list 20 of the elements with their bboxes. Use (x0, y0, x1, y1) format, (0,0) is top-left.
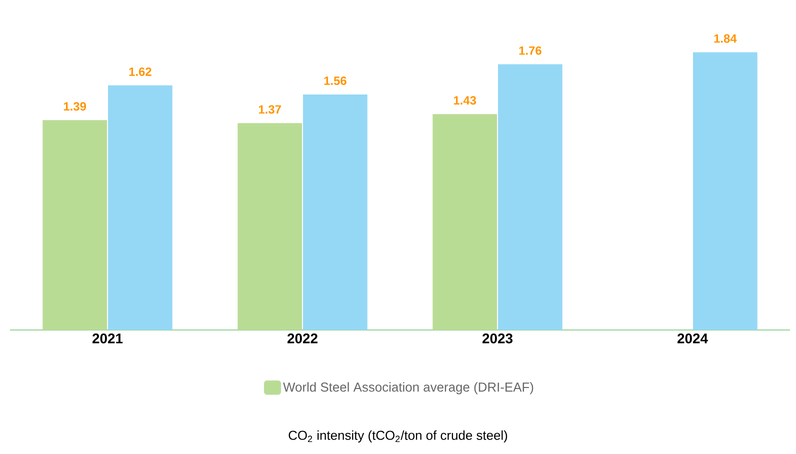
bar (432, 114, 498, 330)
x-tick-label: 2022 (287, 334, 318, 344)
x-tick-label: 2021 (92, 334, 123, 344)
x-tick-label: 2024 (677, 334, 708, 344)
data-label: 1.76 (519, 46, 542, 55)
data-label: 1.43 (454, 96, 476, 105)
x-tick-label: 2023 (482, 334, 513, 344)
data-label: 1.37 (258, 105, 281, 114)
data-label: 1.62 (129, 67, 152, 76)
bar (238, 123, 302, 330)
data-label: 1.84 (714, 34, 737, 43)
bar (498, 64, 562, 330)
legend-label: World Steel Association average (DRI-EAF) (283, 382, 534, 394)
data-label: 1.56 (324, 76, 346, 85)
bar (42, 120, 108, 330)
bar (303, 94, 368, 330)
text: CO$_{2}$ intensity (tCO$_{2}$/ton of crude steel) (288, 430, 508, 442)
bar (108, 85, 172, 330)
data-label: 1.39 (64, 102, 86, 111)
bar (693, 52, 758, 330)
